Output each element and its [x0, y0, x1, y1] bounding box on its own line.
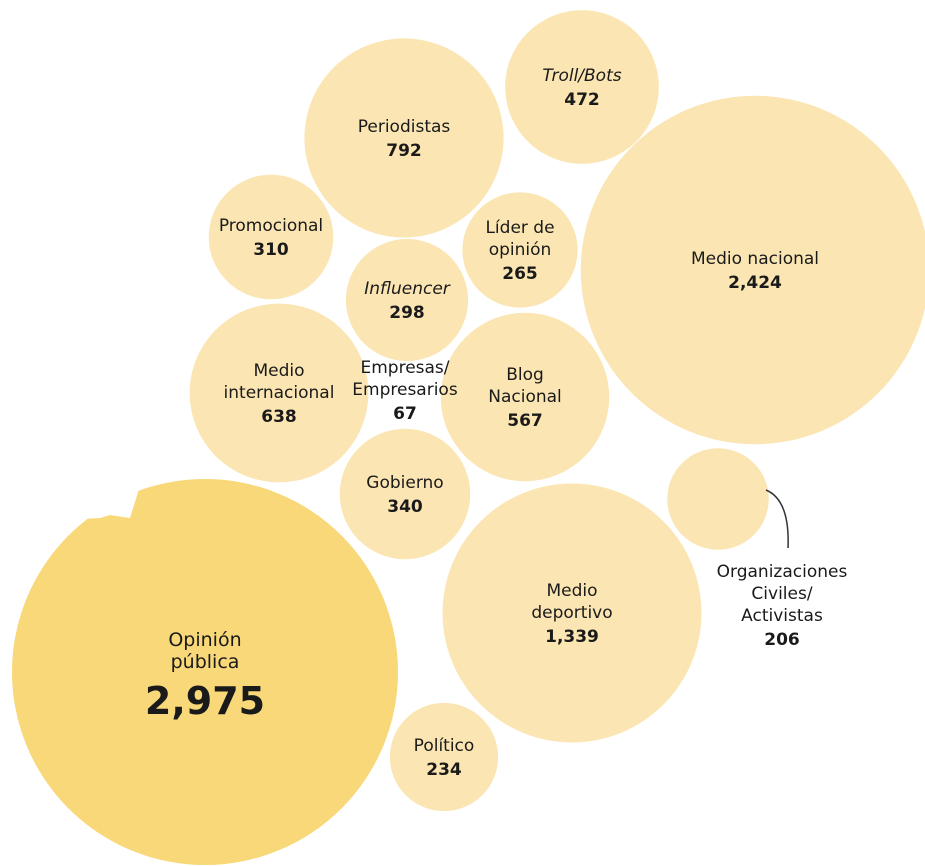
bubble-label: Troll/Bots [542, 66, 621, 86]
bubble-label: Activistas [741, 606, 823, 626]
bubble-label: Medio [253, 361, 304, 381]
bubble-label: Organizaciones [717, 562, 848, 582]
bubble-value: 206 [764, 630, 800, 650]
bubble-troll-bots [505, 10, 659, 164]
bubble-value: 472 [564, 90, 600, 110]
bubble-label: Gobierno [366, 473, 443, 493]
bubble-label: Líder de [485, 218, 554, 238]
bubble-organizaciones-civiles--activistas [667, 448, 769, 550]
callout-line [765, 489, 789, 549]
bubble-value: 340 [387, 497, 423, 517]
bubble-label: Nacional [488, 387, 562, 407]
bubble-value: 792 [386, 141, 422, 161]
bubble-label: Influencer [364, 279, 451, 299]
bubble-label: Civiles/ [751, 584, 812, 604]
bubble-label: internacional [224, 383, 335, 403]
bubble-label: Político [414, 736, 475, 756]
bubble-notch [60, 470, 145, 520]
bubble-label: Medio nacional [691, 249, 819, 269]
label-group-1: Medio nacional 2,424 [691, 249, 819, 293]
bubble-label: Empresarios [352, 380, 458, 400]
bubble-value: 2,975 [145, 679, 265, 723]
bubble-label: Periodistas [358, 117, 451, 137]
label-group-8: Promocional 310 [219, 216, 323, 260]
bubble-label: Promocional [219, 216, 323, 236]
bubble-medio-nacional [580, 95, 925, 445]
label-group-13: Empresas/Empresarios 67 [352, 358, 458, 424]
label-group-7: Gobierno 340 [366, 473, 443, 517]
bubble-value: 298 [389, 303, 425, 323]
bubble-label: opinión [489, 240, 552, 260]
bubble-value: 2,424 [728, 273, 782, 293]
bubble-label: deportivo [531, 603, 612, 623]
bubble-medio-deportivo [442, 483, 702, 743]
bubble-value: 67 [393, 404, 417, 424]
bubble-periodistas [304, 38, 504, 238]
bubble-opinión-pública [12, 479, 398, 865]
label-group-6: Troll/Bots 472 [542, 66, 621, 110]
bubble-value: 638 [261, 407, 297, 427]
bubble-value: 567 [507, 411, 543, 431]
label-group-11: Político 234 [414, 736, 475, 780]
bubble-gobierno [339, 428, 471, 560]
bubble-influencer [345, 238, 469, 362]
label-group-3: Periodistas 792 [358, 117, 451, 161]
bubble-líder-de-opinión [462, 192, 578, 308]
bubble-label: Opinión [168, 629, 241, 651]
bubble-value: 234 [426, 760, 462, 780]
bubble-label: pública [171, 651, 240, 673]
bubble-label: Empresas/ [360, 358, 449, 378]
bubble-blog-nacional [440, 312, 610, 482]
bubble-medio-internacional [189, 303, 369, 483]
bubble-político [389, 702, 499, 812]
bubble-value: 265 [502, 264, 538, 284]
bubble-label: Medio [546, 581, 597, 601]
bubble-value: 310 [253, 240, 289, 260]
label-group-9: Influencer 298 [364, 279, 451, 323]
bubble-label: Blog [506, 365, 544, 385]
bubble-promocional [208, 174, 334, 300]
bubble-value: 1,339 [545, 627, 599, 647]
